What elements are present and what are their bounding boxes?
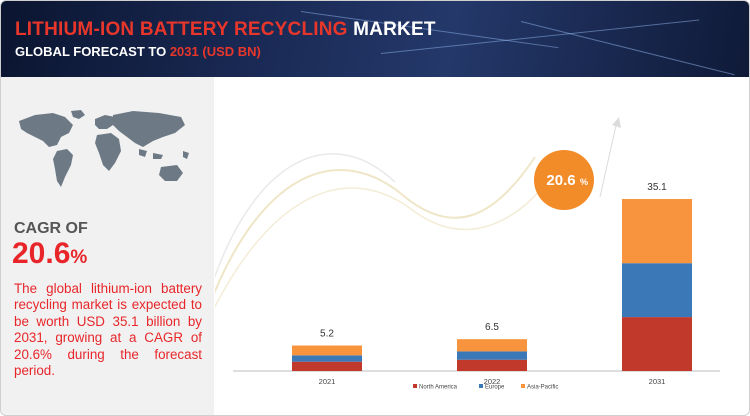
title-rest: MARKET: [353, 19, 436, 40]
bar-segment-2021-0: [292, 361, 362, 371]
market-description: The global lithium-ion battery recycling…: [14, 281, 202, 379]
cagr-unit: %: [70, 247, 88, 268]
x-tick-label: 2022: [484, 377, 501, 386]
legend-swatch: [413, 384, 417, 388]
summary-panel: CAGR OF 20.6% The global lithium-ion bat…: [1, 77, 214, 415]
cagr-number: 20.6: [12, 237, 71, 270]
page-title: LITHIUM-ION BATTERY RECYCLING MARKET: [15, 19, 436, 41]
growth-arrow-line: [599, 120, 618, 198]
legend-label: North America: [419, 385, 458, 391]
chart-area: 5.2 2021 6.5 2022 35.1 2031 North America Euro…: [215, 77, 749, 415]
cagr-value: 20.6%: [12, 237, 87, 271]
world-map-icon: [19, 110, 189, 187]
legend: North America Europe Asia-Pacific: [413, 384, 558, 391]
bar-segment-2022-1: [457, 351, 527, 360]
bar-segment-2031-1: [622, 263, 692, 318]
decorative-swirl: [215, 153, 556, 309]
bar-segment-2022-2: [457, 339, 527, 352]
growth-arrow-head: [612, 117, 621, 128]
subtitle-prefix: GLOBAL FORECAST TO: [15, 44, 167, 59]
data-label-total: 6.5: [485, 322, 499, 333]
stacked-bar-chart: 5.2 2021 6.5 2022 35.1 2031 North America Euro…: [233, 117, 720, 391]
title-highlight: LITHIUM-ION BATTERY RECYCLING: [15, 19, 348, 40]
bar-segment-2031-0: [622, 317, 692, 371]
bar-segment-2021-1: [292, 355, 362, 362]
x-tick-label: 2021: [319, 377, 336, 386]
bar-segment-2022-0: [457, 359, 527, 371]
legend-label: Europe: [485, 385, 505, 391]
decorative-light-streak: [520, 21, 735, 76]
subtitle-highlight: 2031 (USD BN): [169, 44, 261, 59]
bar-segment-2021-2: [292, 345, 362, 356]
legend-label: Asia-Pacific: [527, 385, 558, 391]
data-label-total: 35.1: [647, 182, 667, 193]
x-tick-label: 2031: [649, 377, 666, 386]
bars-group: 5.2 2021 6.5 2022 35.1 2031: [292, 182, 692, 386]
legend-swatch: [521, 384, 525, 388]
badge-value: 20.6: [546, 172, 575, 189]
header-banner: LITHIUM-ION BATTERY RECYCLING MARKET GLO…: [1, 1, 749, 77]
badge-circle: [534, 150, 594, 210]
cagr-label: CAGR OF: [14, 220, 88, 237]
badge-unit: %: [580, 177, 588, 187]
data-label-total: 5.2: [320, 329, 334, 340]
page-subtitle: GLOBAL FORECAST TO 2031 (USD BN): [15, 44, 261, 59]
cagr-badge: 20.6 %: [534, 150, 594, 210]
legend-swatch: [479, 384, 483, 388]
bar-segment-2031-2: [622, 199, 692, 264]
